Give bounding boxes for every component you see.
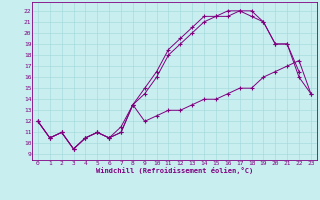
- X-axis label: Windchill (Refroidissement éolien,°C): Windchill (Refroidissement éolien,°C): [96, 167, 253, 174]
